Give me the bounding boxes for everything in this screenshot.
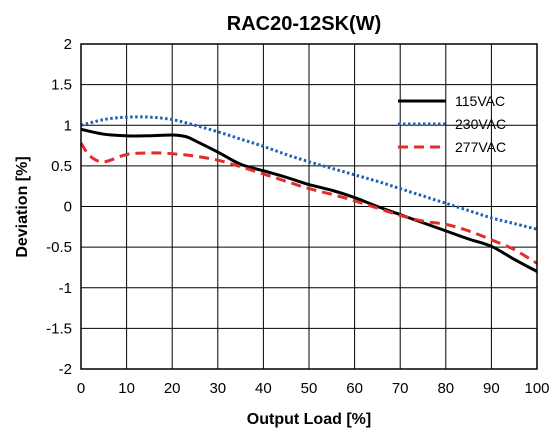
y-tick-label: 1: [64, 117, 72, 134]
x-tick-label: 90: [483, 380, 500, 397]
x-tick-label: 20: [164, 380, 181, 397]
x-tick-label: 30: [209, 380, 226, 397]
legend-label-277vac: 277VAC: [455, 139, 506, 155]
y-tick-label: 0: [64, 199, 72, 216]
grid-lines: [81, 44, 537, 369]
chart-title: RAC20-12SK(W): [227, 13, 381, 35]
y-tick-label: -1: [59, 280, 72, 297]
series-line-115vac: [80, 127, 538, 273]
y-axis-label: Deviation [%]: [14, 156, 31, 257]
x-tick-label: 40: [255, 380, 272, 397]
y-tick-label: -1.5: [46, 320, 72, 337]
y-tick-label: 1.5: [51, 77, 72, 94]
y-tick-label: 0.5: [51, 158, 72, 175]
series-lines: [79, 115, 538, 273]
x-tick-label: 60: [346, 380, 363, 397]
tick-labels: 0 10 20 30 40 50 60 70 80 90 100 2 1.5 1 0.5 0 -0.5 -1 -1.…: [46, 36, 549, 397]
legend: 115VAC 230VAC 277VAC: [398, 93, 506, 155]
x-tick-label: 10: [118, 380, 135, 397]
x-axis-label: Output Load [%]: [247, 411, 371, 428]
series-line-277vac: [79, 142, 538, 265]
legend-label-230vac: 230VAC: [455, 116, 506, 132]
plot-frame: [80, 43, 538, 370]
y-tick-label: 2: [64, 36, 72, 53]
y-tick-label: -0.5: [46, 239, 72, 256]
x-tick-label: 0: [77, 380, 85, 397]
series-line-230vac: [80, 115, 538, 231]
x-tick-label: 70: [392, 380, 409, 397]
y-tick-label: -2: [59, 361, 72, 378]
legend-label-115vac: 115VAC: [455, 93, 505, 109]
x-tick-label: 80: [437, 380, 454, 397]
x-tick-label: 100: [524, 380, 549, 397]
x-tick-label: 50: [301, 380, 318, 397]
